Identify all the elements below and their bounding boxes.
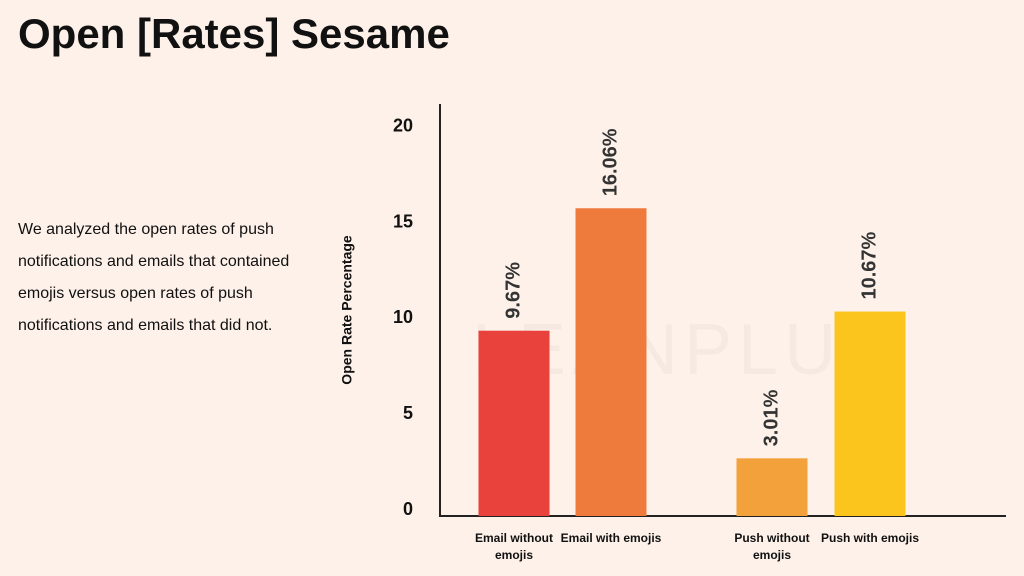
value-label: 9.67%	[502, 262, 524, 319]
x-tick-label: Email with emojis	[560, 531, 662, 545]
y-tick-label: 15	[393, 211, 413, 231]
value-label: 16.06%	[599, 128, 621, 196]
y-tick-label: 5	[403, 403, 413, 423]
y-tick-label: 20	[393, 115, 413, 135]
x-tick-label: Push without emojis	[734, 531, 810, 562]
x-tick-label: Email without emojis	[475, 531, 553, 562]
title: Open [Rates] Sesame	[18, 10, 450, 57]
y-axis-label: Open Rate Percentage	[339, 235, 355, 385]
x-tick-label: Push with emojis	[820, 531, 919, 545]
value-label: 3.01%	[760, 389, 782, 446]
bar	[478, 330, 550, 516]
y-tick-label: 0	[403, 499, 413, 519]
y-tick-label: 10	[393, 307, 413, 327]
bar	[575, 208, 647, 516]
description: We analyzed the open rates of push notif…	[18, 221, 290, 334]
bar	[834, 311, 906, 516]
bar	[736, 458, 808, 516]
value-label: 10.67%	[858, 231, 880, 299]
